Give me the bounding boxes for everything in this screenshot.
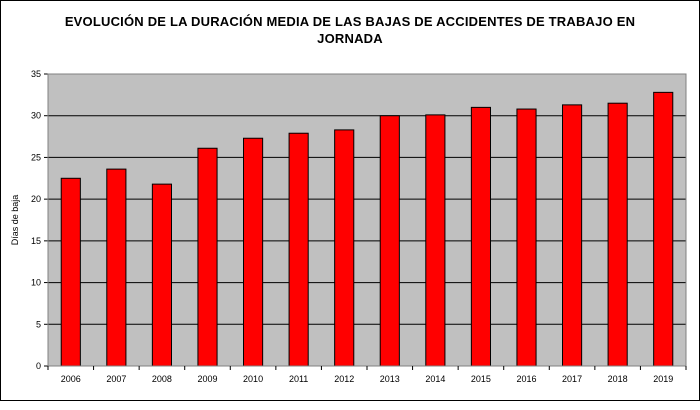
x-tick-label: 2018 (608, 374, 628, 384)
bars (60, 91, 674, 367)
bar (60, 177, 81, 367)
x-tick-label: 2007 (106, 374, 126, 384)
bar (379, 115, 400, 367)
x-tick-label: 2015 (471, 374, 491, 384)
bar (516, 108, 537, 367)
x-tick-label: 2013 (380, 374, 400, 384)
axes (44, 73, 687, 370)
y-tick-label: 15 (31, 236, 41, 246)
bar (425, 114, 446, 367)
bar (607, 102, 628, 367)
y-tick-label: 30 (31, 111, 41, 121)
bar (197, 147, 218, 367)
x-tick-label: 2008 (152, 374, 172, 384)
x-tick-label: 2011 (289, 374, 308, 384)
y-tick-labels: 0 5 10 15 20 25 30 35 (31, 69, 41, 371)
bar (106, 168, 127, 367)
plot-area (48, 74, 686, 366)
y-tick-label: 5 (36, 319, 41, 329)
x-tick-label: 2019 (653, 374, 673, 384)
x-tick-label: 2017 (562, 374, 582, 384)
y-axis-label: Días de baja (10, 195, 20, 246)
x-tick-label: 2016 (516, 374, 536, 384)
x-tick-labels: 2006 2007 2008 2009 2010 2011 2012 2013 2014 2015… (61, 374, 673, 384)
bar (243, 137, 264, 367)
x-tick-label: 2006 (61, 374, 81, 384)
bar (653, 91, 674, 367)
y-tick-label: 20 (31, 194, 41, 204)
y-tick-label: 10 (31, 278, 41, 288)
chart-title: EVOLUCIÓN DE LA DURACIÓN MEDIA DE LAS BA… (64, 14, 636, 46)
bar (562, 104, 583, 367)
bar (334, 129, 355, 367)
y-tick-label: 35 (31, 69, 41, 79)
bar (151, 183, 172, 367)
bar (470, 106, 491, 367)
x-tick-label: 2014 (425, 374, 445, 384)
x-tick-label: 2009 (197, 374, 217, 384)
y-tick-label: 0 (36, 361, 41, 371)
y-tick-label: 25 (31, 152, 41, 162)
x-tick-label: 2010 (243, 374, 263, 384)
x-tick-label: 2012 (334, 374, 354, 384)
bar (288, 132, 309, 367)
